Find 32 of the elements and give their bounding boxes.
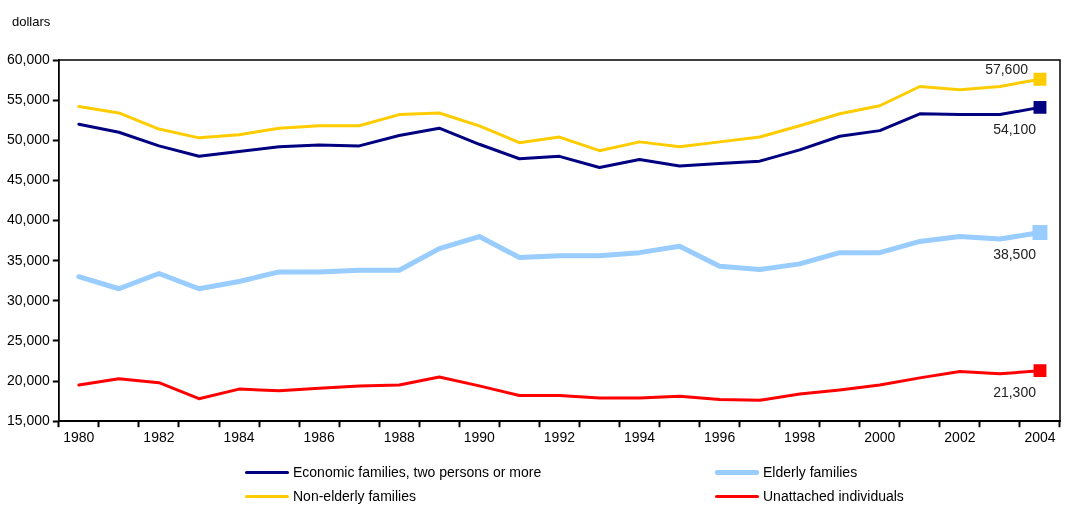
x-tick-label: 1992 [543,429,576,446]
y-tick-label: 50,000 [6,131,51,148]
y-tick-label: 15,000 [6,412,51,429]
x-tick-label: 1982 [143,429,175,446]
x-tick-label: 2004 [1024,429,1056,446]
legend-label: Non-elderly families [293,488,416,504]
y-tick-label: 25,000 [6,331,51,348]
data-label: 57,600 [985,61,1029,78]
x-tick-label: 1980 [63,429,95,446]
x-tick-label: 1994 [623,429,656,446]
y-tick-label: 30,000 [6,291,51,308]
y-tick-label: 20,000 [6,371,51,388]
legend-label: Unattached individuals [763,488,904,504]
x-tick-label: 1990 [463,429,496,446]
data-label: 21,300 [993,384,1037,401]
x-tick-label: 1986 [303,429,335,446]
x-tick-label: 1996 [704,429,736,446]
y-tick-label: 35,000 [6,251,51,268]
y-tick-label: 55,000 [6,90,51,107]
y-tick-label: 60,000 [6,50,51,67]
legend-label: Economic families, two persons or more [293,464,542,480]
y-axis-title: dollars [12,14,51,29]
data-label: 38,500 [993,246,1037,263]
y-tick-label: 45,000 [6,171,51,188]
x-tick-label: 2000 [864,429,896,446]
x-tick-label: 1998 [784,429,816,446]
data-label: 54,100 [993,121,1037,138]
legend-label: Elderly families [763,464,858,480]
x-tick-label: 1984 [223,429,255,446]
x-tick-label: 2002 [944,429,976,446]
y-tick-label: 40,000 [6,211,51,228]
x-tick-label: 1988 [383,429,415,446]
